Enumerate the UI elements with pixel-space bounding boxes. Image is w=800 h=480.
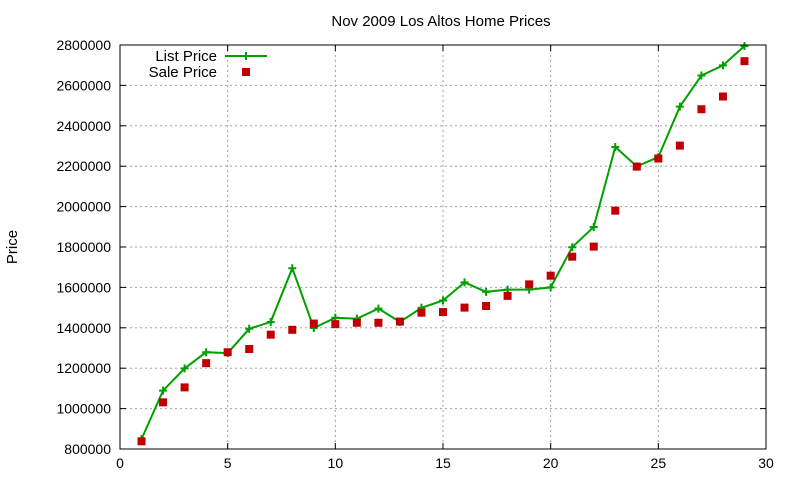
y-tick-label: 2600000 xyxy=(56,77,111,93)
list-price-point xyxy=(245,324,254,333)
sale-price-point xyxy=(503,291,512,300)
sale-price-point xyxy=(245,345,254,354)
sale-price-point xyxy=(180,383,189,392)
sale-price-point xyxy=(439,308,447,317)
y-tick-label: 2000000 xyxy=(56,199,111,215)
sale-price-point xyxy=(309,319,318,328)
chart-title: Nov 2009 Los Altos Home Prices xyxy=(331,13,550,30)
x-tick-label: 25 xyxy=(651,455,667,471)
list-price-point xyxy=(611,143,620,152)
sale-price-point xyxy=(159,398,168,407)
sale-price-point xyxy=(632,162,641,171)
sale-price-point xyxy=(675,141,684,150)
sale-price-point xyxy=(611,206,620,215)
y-tick-label: 2200000 xyxy=(56,158,111,174)
list-price-point xyxy=(266,317,275,326)
sale-price-point xyxy=(223,348,232,357)
list-price-point xyxy=(697,71,706,80)
list-price-point xyxy=(374,304,383,313)
y-tick-label: 2400000 xyxy=(56,118,111,134)
y-tick-label: 1200000 xyxy=(56,360,111,376)
list-price-point xyxy=(589,223,598,232)
sale-price-point xyxy=(697,105,706,114)
sale-price-point xyxy=(460,303,469,312)
x-tick-label: 0 xyxy=(116,455,124,471)
y-tick-label: 2800000 xyxy=(56,37,111,53)
y-tick-label: 1600000 xyxy=(56,279,111,295)
y-tick-label: 800000 xyxy=(64,441,111,457)
legend-marker-sale-price xyxy=(242,68,250,76)
list-price-point xyxy=(546,283,555,292)
legend-label-sale-price: Sale Price xyxy=(149,64,217,81)
sale-price-point xyxy=(482,301,491,310)
list-price-point xyxy=(202,348,211,357)
list-price-point xyxy=(439,296,447,305)
sale-price-point xyxy=(352,318,361,327)
x-tick-label: 10 xyxy=(328,455,344,471)
plot-area xyxy=(137,42,749,446)
legend-marker-list-price xyxy=(242,52,250,60)
x-tick-label: 5 xyxy=(224,455,232,471)
sale-price-point xyxy=(417,308,426,317)
legend-label-list-price: List Price xyxy=(155,48,217,65)
sale-price-point xyxy=(395,317,404,326)
sale-price-point xyxy=(331,320,340,329)
sale-price-point xyxy=(568,252,577,261)
sale-price-point xyxy=(654,154,663,163)
sale-price-point xyxy=(137,437,146,446)
sale-price-point xyxy=(288,325,297,334)
y-tick-label: 1000000 xyxy=(56,401,111,417)
x-tick-label: 30 xyxy=(758,455,774,471)
sale-price-point xyxy=(740,57,749,66)
y-axis-label: Price xyxy=(4,230,21,264)
sale-price-point xyxy=(525,280,534,289)
list-price-point xyxy=(288,264,297,273)
list-price-point xyxy=(180,364,189,373)
y-tick-label: 1400000 xyxy=(56,320,111,336)
list-price-point xyxy=(568,243,577,252)
list-price-point xyxy=(740,42,749,51)
list-price-point xyxy=(460,278,469,287)
plot-frame xyxy=(119,44,767,450)
sale-price-point xyxy=(589,242,598,251)
grid xyxy=(120,45,766,449)
sale-price-point xyxy=(546,271,555,280)
sale-price-point xyxy=(718,92,727,101)
list-price-point xyxy=(159,386,168,395)
sale-price-point xyxy=(202,359,211,368)
sale-price-point xyxy=(266,330,275,339)
list-price-point xyxy=(482,287,491,296)
list-price-point xyxy=(675,102,684,111)
x-tick-label: 20 xyxy=(543,455,559,471)
y-tick-label: 1800000 xyxy=(56,239,111,255)
sale-price-point xyxy=(374,318,383,327)
list-price-point xyxy=(718,61,727,70)
x-tick-label: 15 xyxy=(435,455,451,471)
